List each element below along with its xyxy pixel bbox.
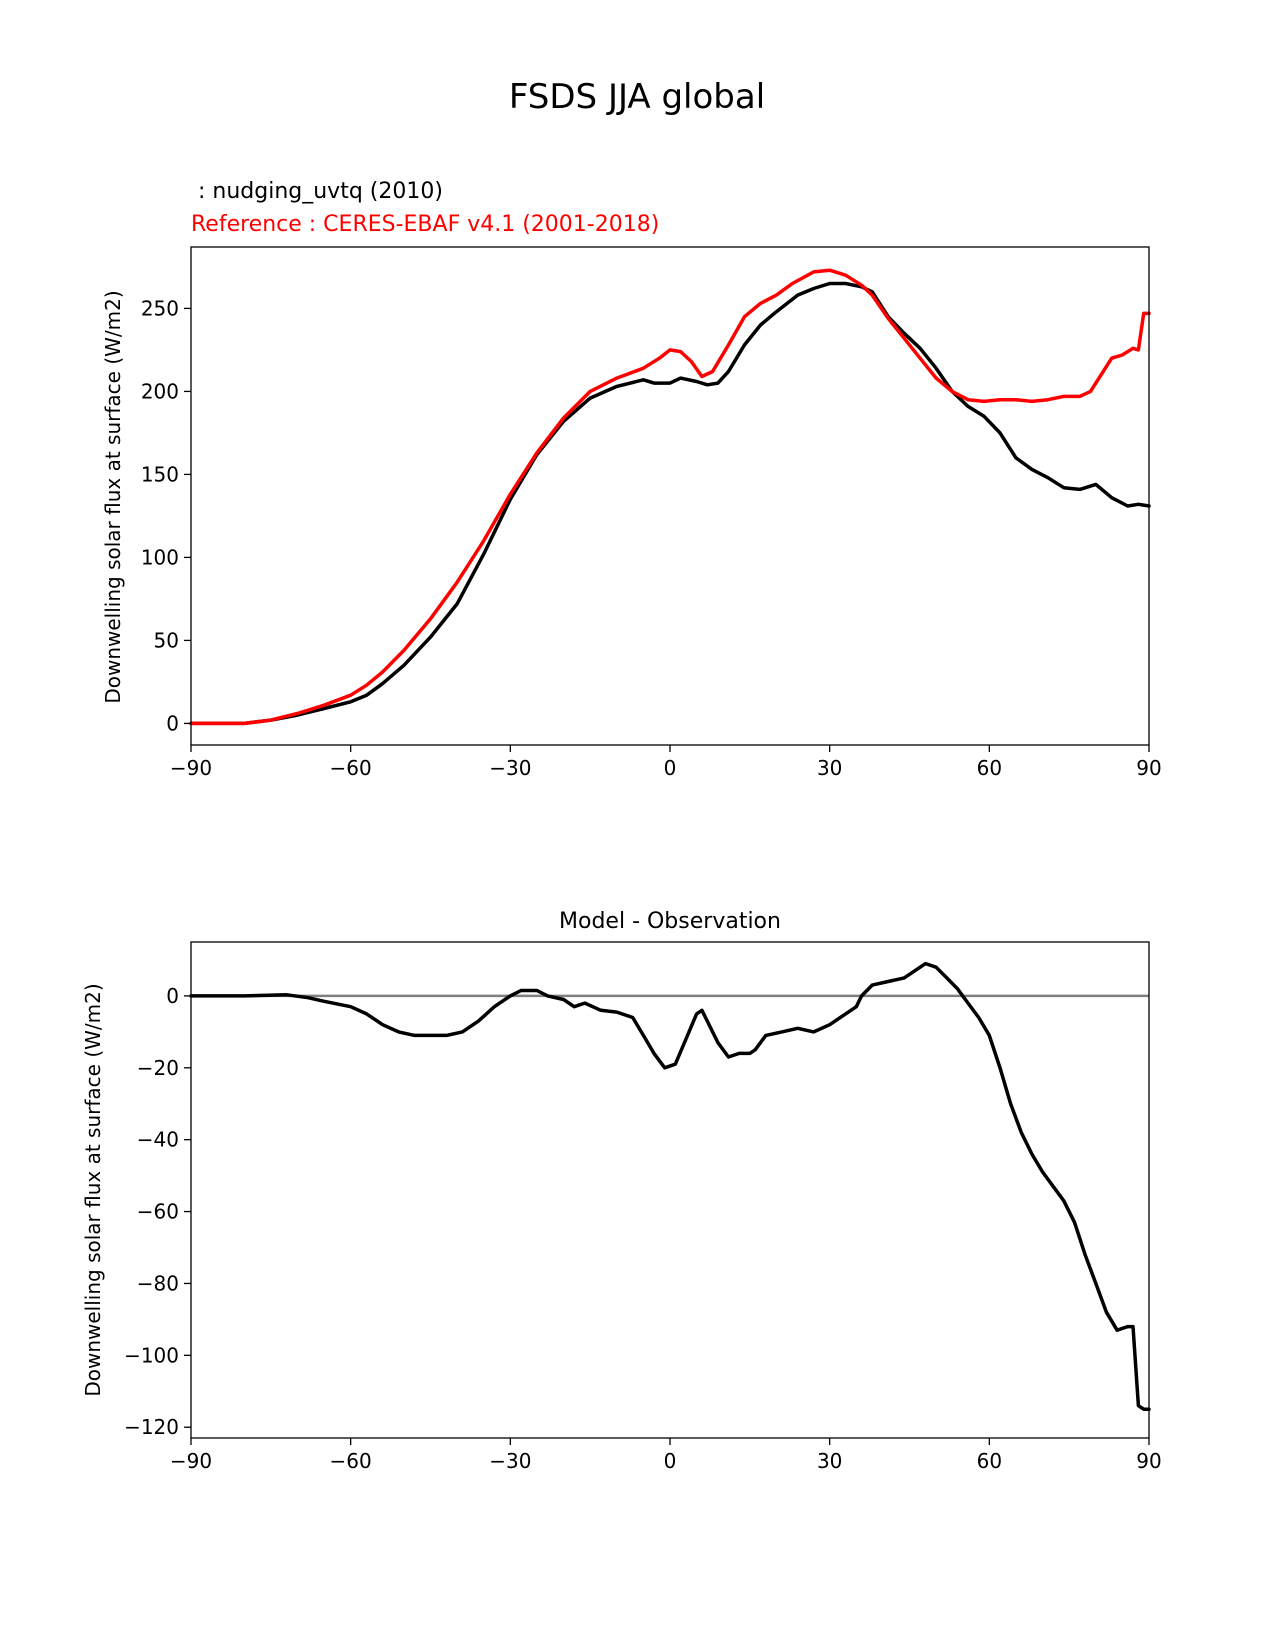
top-y-tick-label: 100	[141, 545, 179, 569]
bottom-y-tick-label: −120	[124, 1415, 179, 1439]
bottom-panel: Model - Observation Downwelling solar fl…	[81, 909, 1162, 1473]
top-x-tick-label: 60	[977, 756, 1002, 780]
bottom-x-tick-label: 0	[664, 1449, 677, 1473]
bottom-y-tick-label: −100	[124, 1343, 179, 1367]
top-x-tick-label: −90	[170, 756, 212, 780]
bottom-x-tick-label: 30	[817, 1449, 842, 1473]
top-plot-frame	[190, 246, 1150, 746]
bottom-axes-layer: −90 −60 −30 0 30 60 90 0 −20 −40 −60 −80 −100 −120	[124, 984, 1162, 1473]
top-panel: : nudging_uvtq (2010) Reference : CERES-…	[101, 179, 1162, 780]
top-y-tick-label: 200	[141, 379, 179, 403]
top-y-tick-label: 150	[141, 462, 179, 486]
test-label: : nudging_uvtq (2010)	[191, 179, 443, 204]
top-y-tick-label: 0	[166, 711, 179, 735]
bottom-y-tick-label: −20	[137, 1056, 179, 1080]
bottom-series-line-0	[189, 961, 1151, 1411]
bottom-x-tick-label: −30	[489, 1449, 531, 1473]
bottom-y-axis-label: Downwelling solar flux at surface (W/m2)	[81, 983, 105, 1396]
top-x-tick-label: −60	[330, 756, 372, 780]
top-series-line-0	[189, 281, 1151, 726]
figure-title: FSDS JJA global	[509, 77, 765, 117]
top-y-tick-label: 250	[141, 296, 179, 320]
bottom-x-tick-label: −90	[170, 1449, 212, 1473]
bottom-plot-title: Model - Observation	[559, 909, 781, 934]
top-x-tick-label: 0	[664, 756, 677, 780]
top-axes-layer: −90 −60 −30 0 30 60 90 0 50 100 150 200 250	[141, 296, 1162, 780]
top-y-axis-label: Downwelling solar flux at surface (W/m2)	[101, 290, 125, 703]
bottom-y-tick-label: 0	[166, 984, 179, 1008]
reference-label: Reference : CERES-EBAF v4.1 (2001-2018)	[191, 212, 659, 237]
bottom-y-tick-label: −60	[137, 1200, 179, 1224]
bottom-x-tick-label: 60	[977, 1449, 1002, 1473]
bottom-x-tick-label: −60	[330, 1449, 372, 1473]
bottom-plot-frame	[190, 941, 1150, 1439]
bottom-x-tick-label: 90	[1136, 1449, 1161, 1473]
top-series-line-1	[189, 268, 1151, 726]
top-x-tick-label: −30	[489, 756, 531, 780]
top-series-layer	[189, 268, 1151, 726]
bottom-y-tick-label: −80	[137, 1271, 179, 1295]
bottom-series-layer	[189, 961, 1151, 1411]
top-x-tick-label: 30	[817, 756, 842, 780]
top-y-tick-label: 50	[154, 628, 179, 652]
bottom-y-tick-label: −40	[137, 1128, 179, 1152]
top-x-tick-label: 90	[1136, 756, 1161, 780]
